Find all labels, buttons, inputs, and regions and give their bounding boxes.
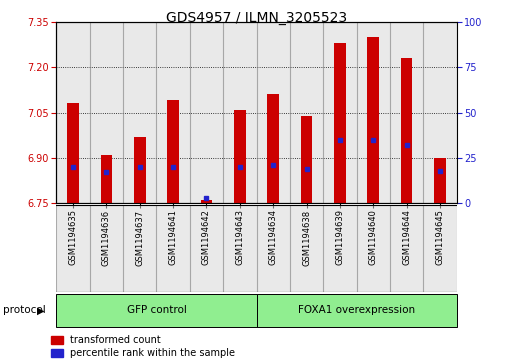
Bar <box>190 205 223 292</box>
Bar <box>357 22 390 203</box>
Text: GSM1194637: GSM1194637 <box>135 209 144 266</box>
Bar <box>123 205 156 292</box>
Bar <box>56 294 256 327</box>
Bar <box>223 22 256 203</box>
Bar <box>434 158 446 203</box>
Text: GSM1194641: GSM1194641 <box>169 209 177 265</box>
Text: GSM1194645: GSM1194645 <box>436 209 444 265</box>
Text: GSM1194638: GSM1194638 <box>302 209 311 266</box>
Bar <box>234 110 246 203</box>
Bar <box>357 205 390 292</box>
Bar <box>56 22 90 203</box>
Text: GSM1194644: GSM1194644 <box>402 209 411 265</box>
Bar <box>190 22 223 203</box>
Bar <box>323 205 357 292</box>
Bar <box>67 103 79 203</box>
Text: FOXA1 overexpression: FOXA1 overexpression <box>298 305 415 315</box>
Bar <box>401 58 412 203</box>
Bar <box>123 22 156 203</box>
Text: GSM1194643: GSM1194643 <box>235 209 244 265</box>
Bar <box>367 37 379 203</box>
Bar <box>223 205 256 292</box>
Text: GSM1194634: GSM1194634 <box>269 209 278 265</box>
Bar <box>256 205 290 292</box>
Text: ▶: ▶ <box>37 305 45 315</box>
Text: GSM1194635: GSM1194635 <box>69 209 77 265</box>
Bar <box>156 22 190 203</box>
Bar <box>156 205 190 292</box>
Text: GSM1194639: GSM1194639 <box>336 209 344 265</box>
Bar <box>323 22 357 203</box>
Text: GSM1194636: GSM1194636 <box>102 209 111 266</box>
Bar <box>101 155 112 203</box>
Text: GFP control: GFP control <box>127 305 186 315</box>
Bar <box>423 22 457 203</box>
Text: protocol: protocol <box>3 305 45 315</box>
Bar <box>290 22 323 203</box>
Bar <box>267 94 279 203</box>
Bar <box>301 115 312 203</box>
Bar <box>201 200 212 203</box>
Bar <box>390 205 423 292</box>
Bar <box>56 205 90 292</box>
Bar <box>256 294 457 327</box>
Bar <box>423 205 457 292</box>
Bar <box>90 22 123 203</box>
Bar <box>134 137 146 203</box>
Text: GSM1194642: GSM1194642 <box>202 209 211 265</box>
Text: GDS4957 / ILMN_3205523: GDS4957 / ILMN_3205523 <box>166 11 347 25</box>
Bar <box>334 43 346 203</box>
Bar <box>290 205 323 292</box>
Bar <box>256 22 290 203</box>
Bar <box>390 22 423 203</box>
Text: GSM1194640: GSM1194640 <box>369 209 378 265</box>
Bar <box>90 205 123 292</box>
Bar <box>167 101 179 203</box>
Legend: transformed count, percentile rank within the sample: transformed count, percentile rank withi… <box>51 335 235 358</box>
